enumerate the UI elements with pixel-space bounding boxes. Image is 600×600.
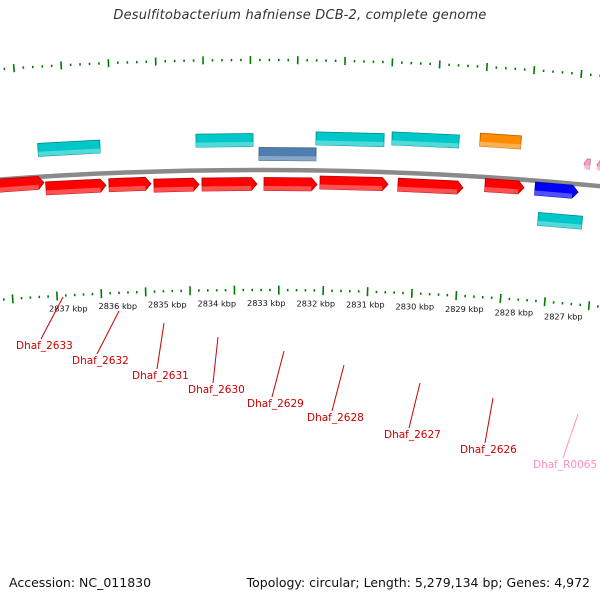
gene-highlight [534, 190, 573, 199]
gene-labels: Dhaf_2633Dhaf_2632Dhaf_2631Dhaf_2630Dhaf… [16, 340, 597, 471]
kbp-label: 2830 kbp [396, 301, 435, 311]
gene-feature[interactable] [596, 160, 600, 171]
major-tick [11, 294, 14, 304]
kbp-label: 2833 kbp [247, 298, 286, 308]
kbp-scale-labels: 2837 kbp 2836 kbp 2835 kbp 2834 kbp 2833 kbp… [49, 298, 583, 321]
gene-feature[interactable] [484, 178, 525, 195]
gene-highlight [264, 186, 312, 191]
gene-highlight [46, 187, 101, 195]
gene-feature[interactable] [195, 133, 254, 148]
kbp-label: 2836 kbp [99, 301, 138, 311]
outer-scale-ticks [3, 285, 599, 311]
gene-highlight [596, 166, 600, 171]
gene-features [0, 131, 600, 230]
gene-feature[interactable] [534, 181, 579, 199]
gene-leader-line [212, 336, 219, 384]
gene-highlight [583, 165, 590, 170]
major-tick [580, 69, 583, 79]
major-tick [455, 291, 458, 301]
gene-label[interactable]: Dhaf_2631 [132, 370, 189, 382]
accession-text: Accession: NC_011830 [9, 575, 152, 590]
inner-scale-ticks [3, 56, 600, 79]
gene-feature[interactable] [201, 177, 258, 192]
kbp-label: 2829 kbp [445, 304, 484, 314]
gene-highlight [202, 186, 252, 191]
gene-label[interactable]: Dhaf_2626 [460, 444, 517, 456]
gene-leader-line [562, 413, 579, 459]
backbone-line [0, 167, 600, 189]
gene-highlight [397, 186, 458, 194]
gene-highlight [537, 220, 582, 230]
kbp-label: 2837 kbp [49, 303, 88, 313]
gene-highlight [196, 142, 253, 148]
gene-feature[interactable] [37, 139, 101, 157]
major-tick [12, 64, 15, 73]
gene-feature[interactable] [319, 175, 389, 192]
kbp-label: 2827 kbp [544, 311, 583, 321]
gene-label[interactable]: Dhaf_2632 [72, 355, 129, 367]
gene-feature[interactable] [583, 158, 591, 170]
gene-highlight [391, 140, 459, 148]
gene-highlight [154, 186, 194, 193]
gene-label[interactable]: Dhaf_2627 [384, 429, 441, 441]
major-tick [543, 297, 546, 307]
major-tick [485, 62, 488, 72]
kbp-label: 2831 kbp [346, 300, 385, 310]
gene-label[interactable]: Dhaf_2630 [188, 384, 245, 396]
gene-leader-line [271, 350, 285, 398]
gene-leader-line [156, 322, 165, 370]
gene-highlight [259, 156, 316, 161]
gene-leader-line [484, 397, 494, 444]
kbp-label: 2834 kbp [198, 298, 237, 308]
gene-highlight [0, 184, 39, 193]
gene-label[interactable]: Dhaf_2633 [16, 340, 73, 352]
gene-leader-line [40, 296, 64, 340]
gene-label-leaders [40, 296, 579, 459]
major-tick [55, 291, 59, 301]
genome-stats-text: Topology: circular; Length: 5,279,134 bp… [246, 575, 590, 590]
gene-label[interactable]: Dhaf_2629 [247, 398, 304, 410]
gene-leader-line [408, 382, 421, 429]
gene-feature[interactable] [0, 175, 45, 193]
gene-label[interactable]: Dhaf_R0065 [533, 459, 597, 471]
gene-feature[interactable] [108, 176, 152, 193]
gene-feature[interactable] [45, 178, 107, 196]
gene-highlight [484, 187, 519, 194]
genome-title: Desulfitobacterium hafniense DCB-2, comp… [113, 8, 487, 23]
gene-feature[interactable] [263, 177, 318, 192]
gene-label[interactable]: Dhaf_2628 [307, 412, 364, 424]
major-tick [533, 66, 536, 75]
gene-feature[interactable] [391, 131, 460, 149]
gene-highlight [315, 140, 384, 147]
major-tick [60, 61, 63, 70]
major-tick [499, 293, 502, 303]
gene-feature[interactable] [537, 211, 584, 230]
gene-highlight [319, 184, 383, 191]
gene-feature[interactable] [315, 131, 385, 148]
kbp-label: 2828 kbp [495, 307, 534, 317]
gene-feature[interactable] [153, 177, 200, 193]
major-tick [587, 301, 591, 311]
kbp-label: 2832 kbp [297, 298, 336, 308]
gene-leader-line [96, 310, 120, 355]
gene-highlight [109, 185, 146, 192]
gene-feature[interactable] [397, 177, 464, 195]
gene-highlight [38, 148, 101, 157]
gene-leader-line [331, 364, 345, 412]
genome-backbone [0, 167, 600, 189]
kbp-label: 2835 kbp [148, 299, 187, 309]
gene-feature[interactable] [258, 147, 317, 162]
gene-highlight [479, 141, 521, 149]
gene-feature[interactable] [479, 132, 522, 150]
